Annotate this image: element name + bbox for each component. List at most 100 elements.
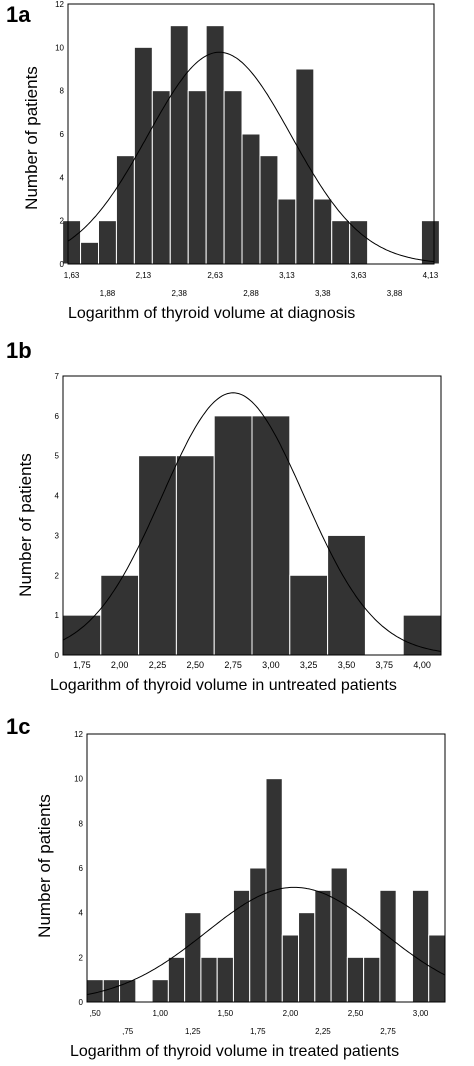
histogram-bar [98,220,117,265]
histogram-bar [281,934,300,1003]
histogram-bar [363,956,381,1003]
x-tick-label: 3,00 [413,1009,429,1018]
histogram-bar [411,889,430,1003]
histogram-bar [259,155,279,265]
y-tick-label: 6 [55,412,60,421]
x-tick-label: ,75 [122,1027,134,1036]
x-tick-label: 3,50 [338,660,356,670]
x-tick-label: 3,13 [279,271,295,280]
x-tick-label: 1,88 [100,289,116,298]
y-tick-label: 4 [60,173,65,182]
y-tick-label: 4 [55,492,60,501]
x-tick-label: 2,00 [111,660,129,670]
histogram-bar [249,867,267,1003]
y-tick-label: 3 [55,531,60,540]
x-tick-label: ,50 [90,1009,102,1018]
histogram-bar [313,198,333,265]
histogram-plot: 0 1 2 3 4 5 6 7 1,75 2,00 2,25 2,50 2,75 3,00 3,25 3,50… [55,372,442,670]
y-tick-label: 6 [79,864,84,873]
y-tick-label: 4 [79,909,84,918]
x-axis-label: Logarithm of thyroid volume in treated p… [70,1043,400,1060]
x-tick-label: 1,25 [185,1027,201,1036]
x-tick-label: 3,63 [351,271,367,280]
x-tick-label: 4,13 [423,271,439,280]
chart-panel-1b: 1b Number of patients 0 1 2 3 4 5 6 7 1,75 2,00 2,… [0,338,474,700]
panel-label: 1b [6,338,32,363]
x-tick-label: 1,75 [73,660,91,670]
plot-frame [62,375,442,656]
histogram-bar [298,912,316,1003]
x-tick-label: 1,50 [218,1009,234,1018]
histogram-bar [167,956,186,1003]
histogram-bar [102,979,121,1003]
plot-frame [67,3,435,265]
histogram-bar [428,934,446,1003]
histogram-bar [346,956,365,1003]
histogram-bar [241,133,261,265]
histogram-bar [100,574,140,656]
y-tick-label: 2 [60,217,65,226]
histogram-bar [232,889,251,1003]
histogram-bar [379,889,397,1003]
histogram-plot: 0 2 4 6 8 10 12 1,63 2,13 2,63 3,13 3,63 4,13 1,88 2,3… [55,0,440,298]
x-tick-label: 4,00 [413,660,431,670]
chart-panel-1a: 1a Number of patients 0 2 4 6 8 10 12 1,63 2,13 2… [0,0,474,330]
histogram-bar [213,415,253,656]
histogram-bar [187,90,207,265]
y-tick-label: 6 [60,130,65,139]
x-tick-label: 2,63 [207,271,223,280]
x-tick-label: 2,25 [315,1027,331,1036]
x-tick-label: 3,25 [300,660,318,670]
y-tick-label: 0 [55,651,60,660]
y-tick-label: 2 [79,953,84,962]
x-tick-label: 3,75 [376,660,394,670]
y-tick-label: 0 [60,260,65,269]
histogram-bar [184,912,202,1003]
histogram-bar [62,220,82,265]
histogram-bar [289,574,329,656]
histogram-bar [86,979,104,1003]
plot-frame [86,733,446,1003]
histogram-bar [138,455,177,656]
x-tick-label: 3,38 [315,289,331,298]
x-tick-label: 2,13 [136,271,152,280]
histogram-bar [314,889,332,1003]
histogram-bar [200,956,218,1003]
histogram-bar [115,155,135,265]
histogram-bar [327,534,366,656]
histogram-bar [216,956,234,1003]
histogram-bar [223,90,243,265]
histogram-bar [295,68,315,265]
x-tick-label: 1,00 [152,1009,168,1018]
histogram-bar [330,867,348,1003]
panel-label: 1c [6,714,31,739]
normal-curve-line [86,886,446,996]
normal-curve-line [62,392,442,652]
x-axis-label: Logarithm of thyroid volume in untreated… [50,677,397,694]
x-tick-label: 2,50 [187,660,205,670]
y-tick-label: 2 [55,571,60,580]
histogram-plot: 0 2 4 6 8 10 12 ,50 1,00 1,50 2,00 2,50 3,00 ,75 1,25 1… [74,730,446,1036]
x-tick-label: 3,88 [387,289,403,298]
y-tick-label: 0 [79,998,84,1007]
histogram-bar [349,220,369,265]
histogram-bar [420,220,440,265]
x-axis-label: Logarithm of thyroid volume at diagnosis [68,305,356,322]
histogram-bar [331,220,351,265]
x-tick-label: 2,88 [243,289,259,298]
y-tick-label: 8 [60,87,65,96]
histogram-bar [277,198,297,265]
histogram-bar [151,90,171,265]
histogram-bar [62,614,102,656]
y-tick-label: 10 [74,775,83,784]
y-tick-label: 7 [55,372,60,381]
histogram-bar [205,25,225,265]
x-tick-label: 1,75 [250,1027,266,1036]
x-tick-label: 2,75 [380,1027,396,1036]
histogram-bar [133,46,153,265]
y-tick-label: 12 [74,730,83,739]
y-tick-label: 12 [55,0,64,9]
histogram-bar [175,455,215,656]
histogram-bar [402,614,442,656]
normal-curve-line [67,51,435,263]
